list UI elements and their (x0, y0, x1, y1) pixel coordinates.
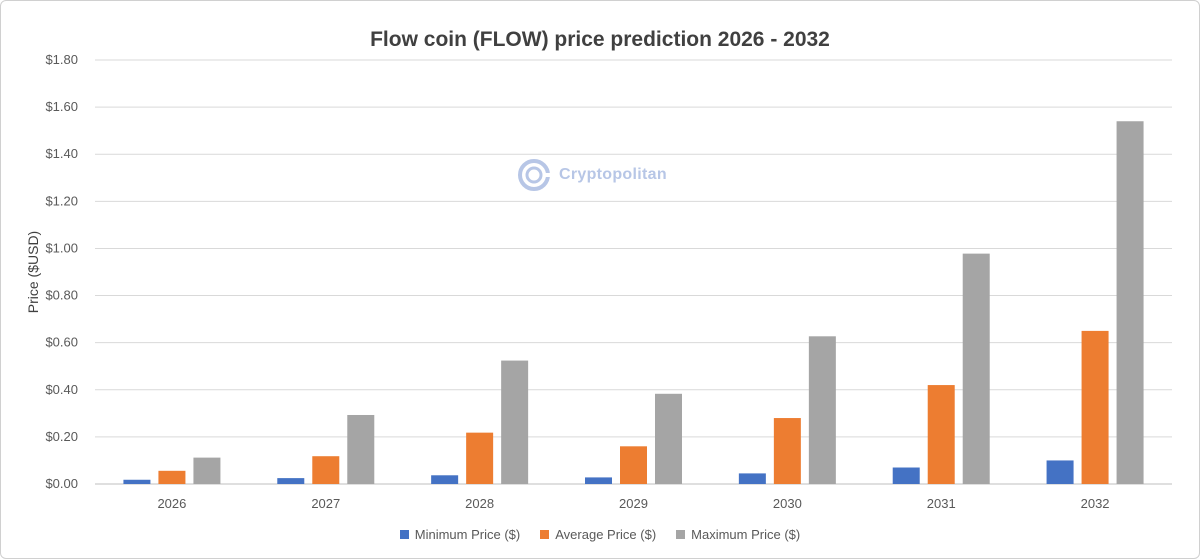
y-tick-label: $1.80 (45, 52, 78, 67)
legend-item: Minimum Price ($) (399, 527, 521, 542)
y-tick-label: $0.20 (45, 429, 78, 444)
watermark-text: Cryptopolitan (559, 166, 667, 183)
bars (123, 121, 1144, 484)
bar-maximum-2030 (808, 336, 836, 484)
x-tick-label: 2027 (311, 496, 340, 511)
y-axis-ticks: $0.00 $0.20 $0.40 $0.60 $0.80 $1.00 $1.20 $1.40… (45, 52, 78, 491)
y-tick-label: $0.00 (45, 476, 78, 491)
legend-label: Minimum Price ($) (414, 527, 521, 542)
y-axis-label: Price ($USD) (25, 231, 41, 313)
legend-label: Average Price ($) (555, 527, 657, 542)
y-tick-label: $1.40 (45, 146, 78, 161)
x-tick-label: 2026 (157, 496, 186, 511)
bar-average-2028 (466, 432, 494, 484)
x-tick-label: 2031 (927, 496, 956, 511)
y-tick-label: $0.60 (45, 335, 78, 350)
y-tick-label: $1.60 (45, 99, 78, 114)
x-tick-label: 2029 (619, 496, 648, 511)
bar-maximum-2027 (347, 414, 375, 484)
bar-average-2029 (620, 446, 647, 484)
bar-average-2027 (312, 456, 340, 484)
bar-maximum-2026 (193, 457, 221, 484)
bar-maximum-2029 (655, 393, 682, 484)
bar-minimum-2030 (738, 473, 766, 484)
watermark: Cryptopolitan (517, 157, 667, 193)
bar-minimum-2028 (431, 475, 459, 484)
bar-maximum-2031 (962, 253, 990, 484)
legend-label: Maximum Price ($) (691, 527, 801, 542)
bar-minimum-2029 (585, 477, 612, 484)
y-tick-label: $0.80 (45, 288, 78, 303)
bar-minimum-2032 (1046, 460, 1074, 484)
y-tick-label: $0.40 (45, 382, 78, 397)
chart-title: Flow coin (FLOW) price prediction 2026 -… (370, 28, 830, 51)
bar-average-2026 (158, 470, 186, 484)
y-tick-label: $1.20 (45, 193, 78, 208)
cryptopolitan-logo-icon (518, 159, 551, 191)
legend-item: Maximum Price ($) (676, 527, 800, 542)
gridlines (95, 59, 1172, 485)
x-tick-label: 2032 (1081, 496, 1110, 511)
bar-maximum-2028 (501, 360, 529, 484)
bar-average-2030 (773, 418, 801, 484)
bar-minimum-2027 (277, 478, 305, 484)
legend-swatch (676, 530, 686, 539)
bar-average-2031 (927, 385, 955, 484)
x-tick-label: 2030 (773, 496, 802, 511)
y-tick-label: $1.00 (45, 240, 78, 255)
legend: Minimum Price ($) Average Price ($) Maximu… (0, 527, 1200, 542)
legend-swatch (399, 530, 409, 539)
x-tick-label: 2028 (465, 496, 494, 511)
legend-item: Average Price ($) (540, 527, 656, 542)
bar-maximum-2032 (1116, 121, 1144, 484)
bar-minimum-2026 (123, 479, 151, 484)
bar-average-2032 (1081, 330, 1109, 484)
legend-swatch (540, 530, 550, 539)
bar-minimum-2031 (892, 467, 920, 484)
x-axis-ticks: 2026 2027 2028 2029 2030 2031 2032 (157, 496, 1109, 511)
